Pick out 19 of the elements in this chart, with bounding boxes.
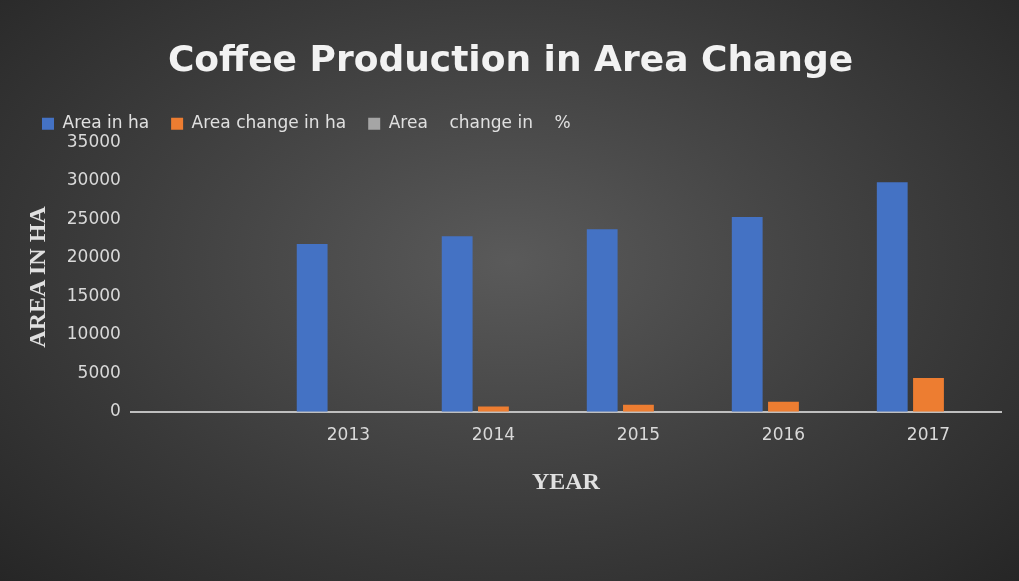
- y-tick-label: 15000: [66, 284, 121, 305]
- chart-title: Coffee Production in Area Change: [167, 37, 854, 79]
- y-tick-label: 5000: [77, 361, 121, 382]
- y-tick-label: 10000: [66, 323, 121, 344]
- y-tick-label: 35000: [66, 130, 121, 151]
- legend-label: Area change in %: [388, 112, 571, 133]
- x-tick-label: 2017: [906, 424, 951, 445]
- y-tick-label: 25000: [66, 207, 121, 228]
- x-tick-label: 2016: [761, 424, 806, 445]
- y-tick-label: 0: [110, 400, 121, 421]
- x-axis-title: YEAR: [531, 467, 601, 494]
- legend-label: Area in ha: [62, 112, 150, 133]
- legend-label: Area change in ha: [191, 112, 347, 133]
- y-tick-label: 30000: [66, 169, 121, 190]
- x-tick-label: 2013: [326, 424, 371, 445]
- y-tick-label: 20000: [66, 246, 121, 267]
- x-tick-label: 2014: [471, 424, 516, 445]
- x-tick-label: 2015: [616, 424, 661, 445]
- y-axis-title: AREA IN HA: [23, 205, 50, 348]
